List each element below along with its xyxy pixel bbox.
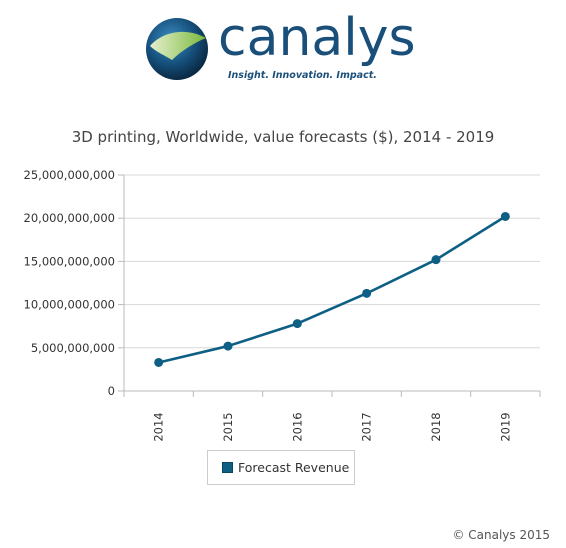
x-tick-label: 2015: [221, 412, 235, 441]
legend-label: Forecast Revenue: [238, 460, 350, 475]
y-tick-label: 10,000,000,000: [24, 298, 115, 312]
y-tick-label: 0: [108, 384, 115, 398]
y-axis-tick-labels: 0 5,000,000,000 10,000,000,000 15,000,000,0…: [24, 168, 115, 398]
globe-icon: [146, 18, 208, 80]
axes: [118, 174, 541, 397]
series-forecast-revenue: [154, 211, 510, 367]
data-point[interactable]: [154, 357, 164, 367]
y-tick-label: 15,000,000,000: [24, 254, 115, 268]
x-tick-label: 2016: [290, 412, 304, 441]
brand-wordmark: canalys: [218, 8, 416, 68]
x-tick-label: 2014: [152, 412, 166, 441]
data-point[interactable]: [500, 211, 510, 221]
legend-swatch: [222, 462, 233, 473]
x-tick-label: 2019: [498, 412, 512, 441]
canalys-logo: canalys Insight. Innovation. Impact.: [144, 8, 434, 86]
series-line: [158, 215, 507, 364]
y-tick-label: 25,000,000,000: [24, 168, 115, 182]
x-tick-label: 2017: [360, 412, 374, 441]
x-tick-label: 2018: [429, 412, 443, 441]
y-tick-label: 5,000,000,000: [31, 341, 115, 355]
copyright-text: © Canalys 2015: [452, 528, 550, 542]
x-axis-tick-labels: 2014 2015 2016 2017 2018 2019: [152, 412, 513, 441]
y-tick-label: 20,000,000,000: [24, 211, 115, 225]
gridlines: [124, 174, 540, 349]
data-point[interactable]: [292, 319, 302, 329]
data-point[interactable]: [362, 288, 372, 298]
brand-tagline: Insight. Innovation. Impact.: [228, 70, 377, 81]
data-point[interactable]: [431, 255, 441, 265]
data-point[interactable]: [223, 341, 233, 351]
chart-legend[interactable]: Forecast Revenue: [207, 450, 355, 485]
chart-title: 3D printing, Worldwide, value forecasts …: [71, 128, 495, 146]
